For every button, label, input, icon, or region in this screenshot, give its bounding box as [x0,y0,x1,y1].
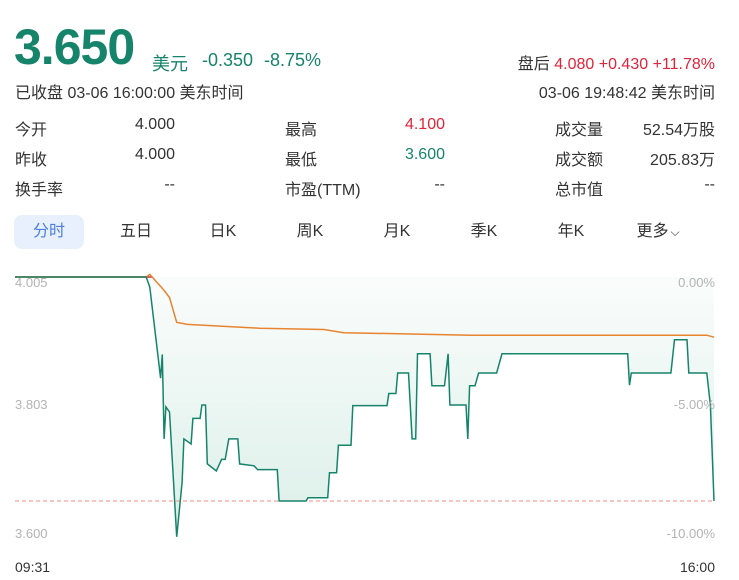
tab-3[interactable]: 周K [275,215,345,249]
chevron-down-icon: ⌵ [670,225,680,239]
price-change: -0.350 [202,50,254,70]
stat-value: 4.100 [404,116,445,133]
tab-2[interactable]: 日K [188,215,258,249]
stat-label: 昨收 [15,152,48,169]
y-label-left-mid: 3.803 [15,397,48,412]
tab-label: 周K [296,223,324,240]
stat-label: 最高 [285,122,318,139]
x-label-start: 09:31 [15,559,51,575]
stat-value: 205.83万 [650,152,715,169]
x-label-end: 16:00 [679,559,715,575]
tab-label: 月K [383,223,411,240]
stat-value: -- [704,176,715,193]
tab-6[interactable]: 年K [536,215,606,249]
stat-label: 最低 [285,152,318,169]
stat-label: 成交量 [555,122,604,139]
after-hours-quote: 盘后 4.080 +0.430 +11.78% [518,50,715,74]
tab-label: 日K [209,223,237,240]
tab-5[interactable]: 季K [449,215,519,249]
y-label-left-top: 4.005 [15,275,48,290]
price-area-fill [15,277,714,537]
y-label-right-mid: -5.00% [673,397,715,412]
after-hours-change: +0.430 [598,56,649,73]
stat-value: 4.000 [134,116,175,133]
stat-label: 成交额 [555,152,604,169]
tab-label: 年K [557,223,585,240]
currency-unit: 美元 [152,54,188,74]
stat-value: 3.600 [404,146,445,163]
y-label-right-bottom: -10.00% [666,526,715,541]
market-status: 已收盘 03-06 16:00:00 美东时间 [15,85,244,102]
y-label-left-bottom: 3.600 [15,526,48,541]
tab-0[interactable]: 分时 [14,215,84,249]
tab-4[interactable]: 月K [362,215,432,249]
tab-label: 分时 [32,223,65,240]
last-price: 3.650 [14,19,135,75]
stat-value: -- [434,176,445,193]
after-hours-price: 4.080 [554,56,595,73]
tab-label: 季K [470,223,498,240]
y-label-right-top: 0.00% [678,275,715,290]
tab-label: 五日 [119,223,152,240]
price-change-pct: -8.75% [264,50,322,70]
stat-label: 市盈(TTM) [285,182,361,199]
tab-7[interactable]: 更多 ⌵ [623,215,693,249]
stat-value: 52.54万股 [642,122,715,139]
stat-value: 4.000 [134,146,175,163]
tab-1[interactable]: 五日 [101,215,171,249]
tab-label: 更多 [636,223,669,240]
stat-label: 总市值 [555,182,604,199]
stat-label: 换手率 [15,182,64,199]
after-hours-label: 盘后 [517,56,550,73]
stat-label: 今开 [15,122,48,139]
price-line [15,276,715,537]
average-price-line [15,273,715,338]
stat-value: -- [164,176,175,193]
after-hours-change-pct: +11.78% [652,56,715,73]
after-hours-time: 03-06 19:48:42 美东时间 [538,85,715,102]
